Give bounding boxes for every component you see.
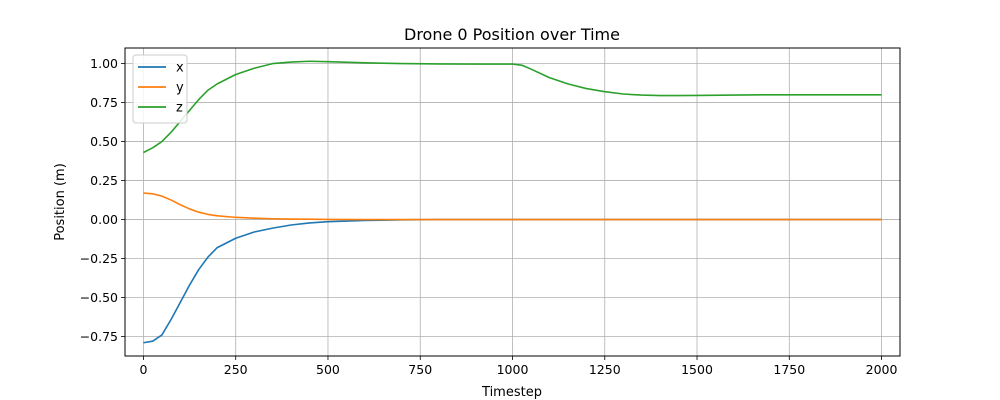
y-tick-label: 1.00 [90, 56, 118, 71]
legend-label-z: z [176, 101, 183, 116]
y-axis-label: Position (m) [53, 163, 68, 241]
series-lines [143, 60, 882, 344]
x-axis-label: Timestep [481, 385, 542, 400]
y-tick-label: 0.25 [90, 173, 118, 188]
series-line-z [143, 60, 882, 154]
legend: xyz [132, 54, 188, 124]
series-line-y [143, 192, 882, 221]
x-tick-label: 0 [139, 362, 147, 377]
y-tick-label: −0.75 [80, 329, 118, 344]
y-tick-label: −0.50 [80, 290, 118, 305]
legend-label-x: x [176, 61, 184, 76]
legend-box [132, 54, 188, 124]
x-tick-label: 500 [316, 362, 340, 377]
x-tick-label: 250 [224, 362, 248, 377]
x-tick-label: 750 [408, 362, 432, 377]
x-tick-label: 1500 [681, 362, 713, 377]
y-tick-label: 0.75 [90, 95, 118, 110]
x-tick-label: 1250 [589, 362, 621, 377]
x-tick-label: 2000 [866, 362, 898, 377]
x-tick-label: 1000 [497, 362, 529, 377]
chart-title: Drone 0 Position over Time [404, 25, 620, 44]
x-tick-label: 1750 [773, 362, 805, 377]
legend-label-y: y [176, 81, 184, 96]
grid [125, 48, 900, 356]
y-tick-label: 0.00 [90, 212, 118, 227]
y-tick-label: 0.50 [90, 134, 118, 149]
axis-ticks: 0 250 500 750 1000 1250 1500 1750 2000 −0.75 −0.50… [80, 56, 898, 377]
y-tick-label: −0.25 [80, 251, 118, 266]
